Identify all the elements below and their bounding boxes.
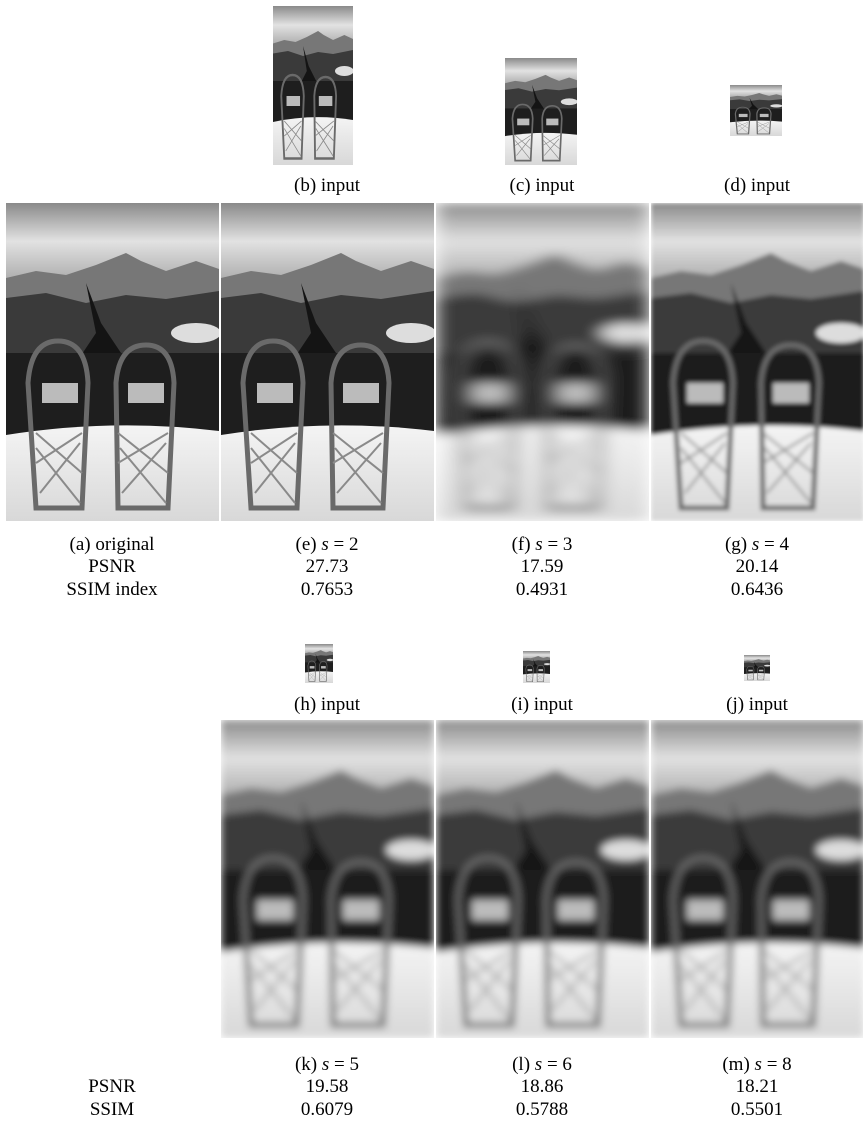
image	[744, 655, 770, 681]
caption: (f) s = 3	[436, 534, 649, 556]
psnr-value: 19.58	[221, 1076, 434, 1098]
image	[221, 720, 434, 1038]
input-caption: (c) input	[436, 175, 649, 197]
psnr-value: 27.73	[221, 556, 434, 578]
caption: (k) s = 5	[221, 1054, 434, 1076]
psnr-value: 17.59	[436, 556, 649, 578]
figure: (b) input(c) input(d) input(a) original(…	[0, 0, 863, 1132]
psnr-value: 20.14	[651, 556, 863, 578]
image	[523, 651, 550, 683]
ssim-value: 0.4931	[436, 579, 649, 601]
image	[505, 58, 577, 165]
image	[6, 203, 219, 521]
metric-label: PSNR	[6, 1076, 219, 1098]
ssim-value: 0.6436	[651, 579, 863, 601]
image	[651, 203, 863, 521]
metric-label: SSIM	[6, 1099, 219, 1121]
caption: (e) s = 2	[221, 534, 434, 556]
ssim-value: 0.5501	[651, 1099, 863, 1121]
ssim-value: 0.6079	[221, 1099, 434, 1121]
psnr-value: 18.86	[436, 1076, 649, 1098]
caption: (m) s = 8	[651, 1054, 863, 1076]
image	[221, 203, 434, 521]
metric-label: SSIM index	[6, 579, 219, 601]
metric-label: PSNR	[6, 556, 219, 578]
image	[273, 6, 353, 165]
image	[305, 644, 333, 683]
caption: (g) s = 4	[651, 534, 863, 556]
input-caption: (j) input	[651, 694, 863, 716]
caption: (a) original	[6, 534, 219, 556]
input-caption: (d) input	[651, 175, 863, 197]
image	[651, 720, 863, 1038]
input-caption: (b) input	[221, 175, 434, 197]
image	[730, 85, 782, 136]
image	[436, 203, 649, 521]
input-caption: (h) input	[221, 694, 434, 716]
ssim-value: 0.5788	[436, 1099, 649, 1121]
caption: (l) s = 6	[436, 1054, 649, 1076]
image	[436, 720, 649, 1038]
psnr-value: 18.21	[651, 1076, 863, 1098]
ssim-value: 0.7653	[221, 579, 434, 601]
input-caption: (i) input	[436, 694, 649, 716]
